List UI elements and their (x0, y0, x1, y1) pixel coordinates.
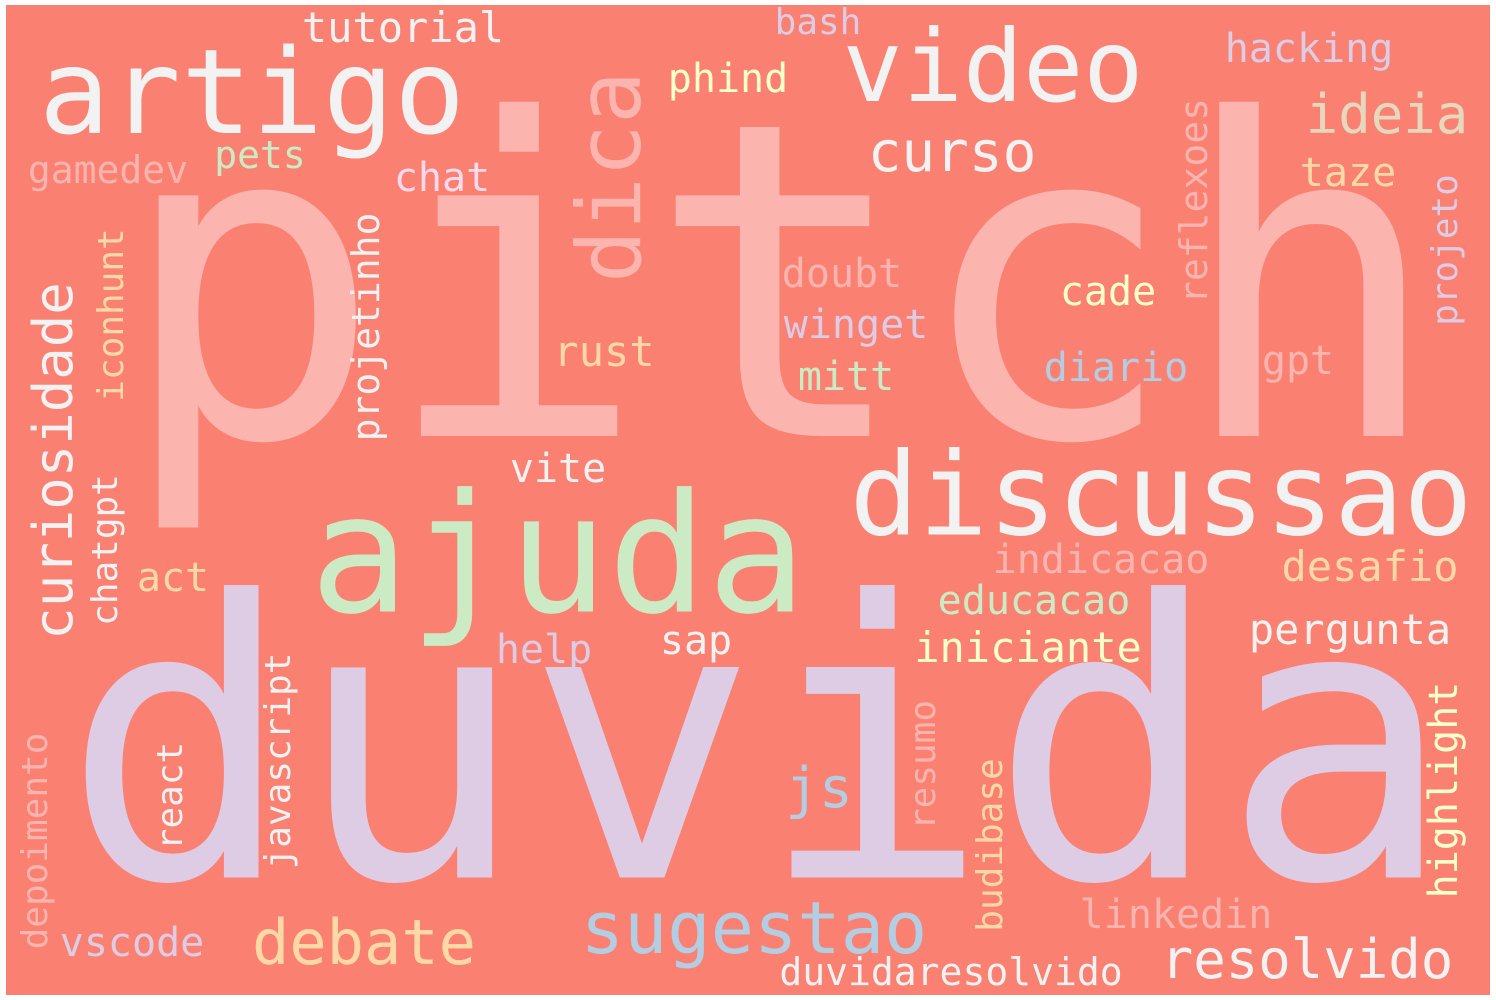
word-winget: winget (783, 302, 929, 348)
word-reflexoes: reflexoes (1172, 98, 1216, 304)
word-act: act (136, 555, 210, 601)
word-educacao: educacao (937, 578, 1131, 624)
word-javascript: javascript (258, 652, 299, 870)
word-artigo: artigo (38, 23, 466, 161)
word-sap: sap (659, 618, 733, 664)
word-discussao: discussao (849, 428, 1473, 563)
word-cloud: pitch duvida ajuda discussao artigo vide… (6, 5, 1490, 995)
word-resumo: resumo (903, 699, 944, 831)
word-react: react (150, 741, 191, 851)
word-diario: diario (1043, 345, 1189, 391)
word-js: js (785, 756, 853, 821)
word-pets: pets (214, 133, 306, 177)
word-ajuda: ajuda (309, 458, 807, 651)
word-curso: curso (867, 120, 1037, 185)
word-bash: bash (774, 5, 862, 43)
word-pitch: pitch (117, 28, 1443, 540)
word-resolvido: resolvido (1160, 928, 1454, 991)
word-budibase: budibase (970, 758, 1011, 932)
word-linkedin: linkedin (1079, 892, 1273, 938)
word-iconhunt: iconhunt (91, 228, 132, 402)
word-phind: phind (667, 56, 789, 102)
word-dica: dica (558, 71, 661, 283)
word-mitt: mitt (797, 354, 895, 400)
word-hacking: hacking (1224, 26, 1394, 72)
word-duvidaresolvido: duvidaresolvido (779, 950, 1123, 994)
word-help: help (495, 627, 593, 673)
word-gamedev: gamedev (27, 148, 189, 192)
word-projeto: projeto (1425, 174, 1466, 326)
word-curiosidade: curiosidade (22, 282, 85, 640)
word-video: video (842, 8, 1144, 125)
word-highlight: highlight (1421, 681, 1467, 899)
word-rust: rust (553, 327, 655, 376)
word-tutorial: tutorial (301, 5, 505, 52)
word-pergunta: pergunta (1248, 605, 1452, 654)
word-chatgpt: chatgpt (85, 474, 126, 626)
word-indicacao: indicacao (992, 537, 1210, 583)
word-gpt: gpt (1261, 338, 1335, 384)
word-projetinho: projetinho (344, 212, 388, 442)
word-doubt: doubt (781, 251, 903, 297)
word-ideia: ideia (1305, 83, 1469, 146)
word-desafio: desafio (1281, 542, 1459, 591)
word-sugestao: sugestao (580, 886, 928, 970)
word-vscode: vscode (59, 920, 205, 966)
word-taze: taze (1299, 150, 1397, 196)
word-cade: cade (1059, 269, 1157, 315)
word-chat: chat (393, 155, 491, 201)
word-duvida: duvida (62, 520, 1454, 969)
word-iniciante: iniciante (914, 623, 1142, 672)
word-vite: vite (509, 446, 607, 492)
word-depoimento: depoimento (15, 732, 56, 950)
word-debate: debate (252, 906, 476, 979)
